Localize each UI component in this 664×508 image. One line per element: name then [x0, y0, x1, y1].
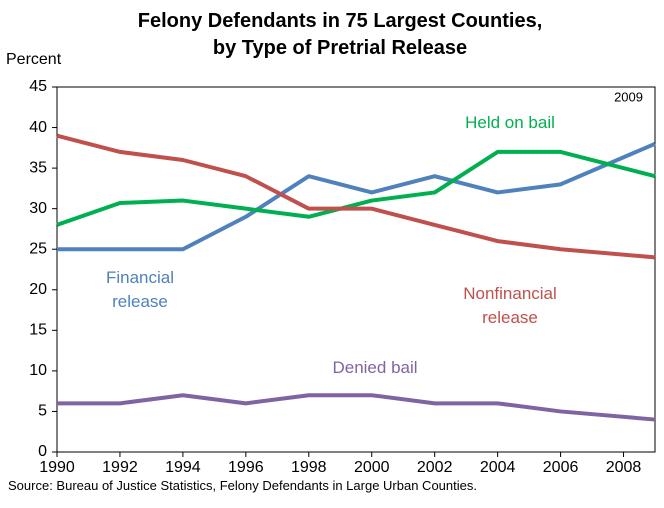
x-tick-label: 2000 [354, 459, 390, 476]
annotation: 2009 [614, 89, 643, 104]
x-tick-label: 1996 [228, 459, 264, 476]
series-label: Nonfinancial release [463, 284, 557, 327]
y-tick-label: 10 [29, 362, 47, 379]
y-tick-label: 15 [29, 322, 47, 339]
series-label: Financial release [105, 268, 175, 311]
chart-title: Felony Defendants in 75 Largest Counties… [137, 10, 543, 59]
series-label: Held on bail [465, 113, 555, 132]
x-tick-label: 1998 [291, 459, 327, 476]
x-tick-label: 1992 [102, 459, 138, 476]
y-tick-label: 40 [29, 119, 47, 136]
y-tick-label: 35 [29, 159, 47, 176]
x-tick-label: 2004 [480, 459, 516, 476]
series-label: Denied bail [332, 358, 418, 377]
series-line [57, 393, 656, 422]
x-tick-label: 2002 [417, 459, 453, 476]
plot-frame [56, 86, 656, 453]
y-tick-label: 20 [29, 281, 47, 298]
y-tick-label: 5 [38, 403, 47, 420]
y-tick-label: 30 [29, 200, 47, 217]
y-tick-label: 45 [29, 78, 47, 95]
source-note: Source: Bureau of Justice Statistics, Fe… [8, 478, 477, 493]
series-line [56, 133, 656, 260]
y-tick-label: 25 [29, 240, 47, 257]
x-tick-label: 2006 [543, 459, 579, 476]
series-line [57, 141, 656, 252]
x-tick-label: 1994 [165, 459, 201, 476]
y-tick-label: 0 [38, 443, 47, 460]
x-tick-label: 1990 [39, 459, 75, 476]
x-tick-label: 2008 [606, 459, 642, 476]
y-axis-label: Percent [6, 51, 62, 68]
